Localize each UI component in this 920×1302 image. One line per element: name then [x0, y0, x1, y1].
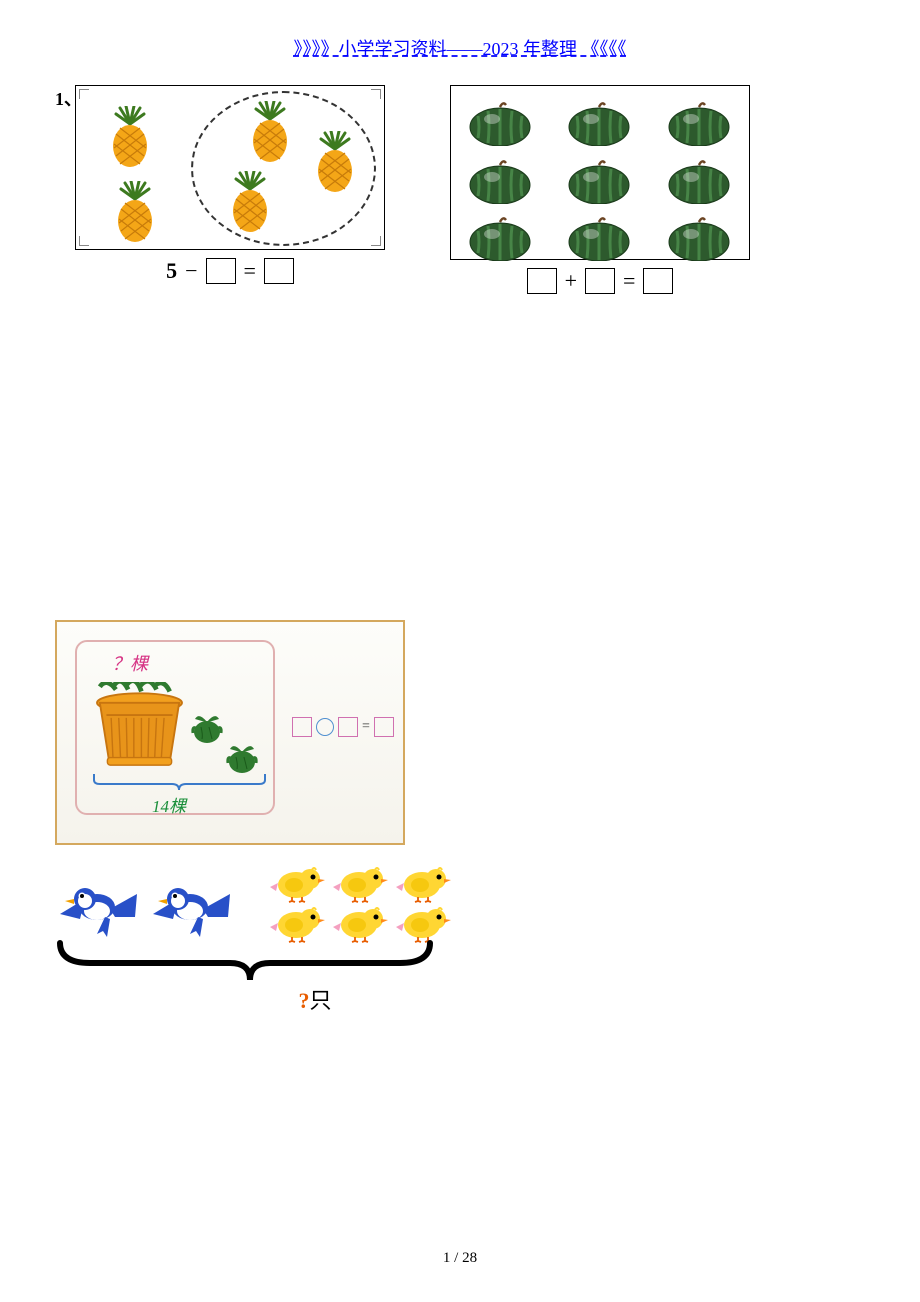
watermelon-icon [667, 101, 732, 146]
unit-label: 只 [309, 988, 331, 1013]
placeholder-box[interactable] [292, 717, 312, 737]
minus-sign: − [185, 258, 197, 284]
basket-icon [92, 682, 187, 767]
watermelon-icon [468, 101, 533, 146]
watermelon-icon [468, 159, 533, 204]
horizontal-bracket [92, 772, 267, 790]
placeholder-op-circle[interactable] [316, 718, 334, 736]
watermelon-equation: + = [450, 268, 750, 294]
watermelon-icon [667, 159, 732, 204]
answer-box[interactable] [643, 268, 673, 294]
watermelon-icon [567, 216, 632, 261]
pineapple-icon [226, 171, 274, 233]
watermelon-panel [450, 85, 750, 260]
pineapple-icon [111, 181, 159, 243]
vegetable-panel: ？棵 [55, 620, 405, 845]
chick-icon [394, 865, 452, 903]
pineapple-icon [246, 101, 294, 163]
problem-1: 1、 [75, 85, 845, 294]
watermelon-icon [567, 159, 632, 204]
problem-2: ？棵 [55, 620, 455, 845]
vegetable-icon [222, 737, 262, 777]
plus-sign: + [565, 268, 577, 294]
equals-sign: = [362, 719, 370, 735]
chick-icon [268, 865, 326, 903]
question-count: ?只 [155, 983, 475, 1015]
eq-first-num: 5 [166, 258, 177, 284]
total-label: 14棵 [152, 792, 186, 817]
pineapple-column: 5 − = [75, 85, 385, 294]
problem-3: ?只 [55, 865, 475, 1015]
birds-row [55, 865, 475, 943]
page-header: 》》》》小学学习资料——2023 年整理 《《《《 [0, 0, 920, 61]
equation-placeholders: = [292, 717, 394, 737]
answer-box[interactable] [585, 268, 615, 294]
pineapple-icon [311, 131, 359, 193]
equals-sign: = [623, 268, 635, 294]
question-mark: ? [298, 988, 309, 1013]
answer-box[interactable] [527, 268, 557, 294]
pineapple-panel [75, 85, 385, 250]
vegetable-icon [187, 707, 227, 747]
watermelon-icon [567, 101, 632, 146]
answer-box[interactable] [264, 258, 294, 284]
equals-sign: = [244, 258, 256, 284]
pineapple-icon [106, 106, 154, 168]
watermelon-icon [468, 216, 533, 261]
swallow-icon [55, 869, 140, 939]
placeholder-box[interactable] [338, 717, 358, 737]
answer-box[interactable] [206, 258, 236, 284]
question-text: ？棵 [112, 650, 148, 676]
pineapple-equation: 5 − = [75, 258, 385, 284]
chick-icon [331, 865, 389, 903]
watermelon-icon [667, 216, 732, 261]
placeholder-box[interactable] [374, 717, 394, 737]
page-number: 1 / 28 [0, 1250, 920, 1267]
watermelon-column: + = [450, 85, 750, 294]
curly-bracket [55, 938, 435, 983]
swallow-icon [148, 869, 233, 939]
